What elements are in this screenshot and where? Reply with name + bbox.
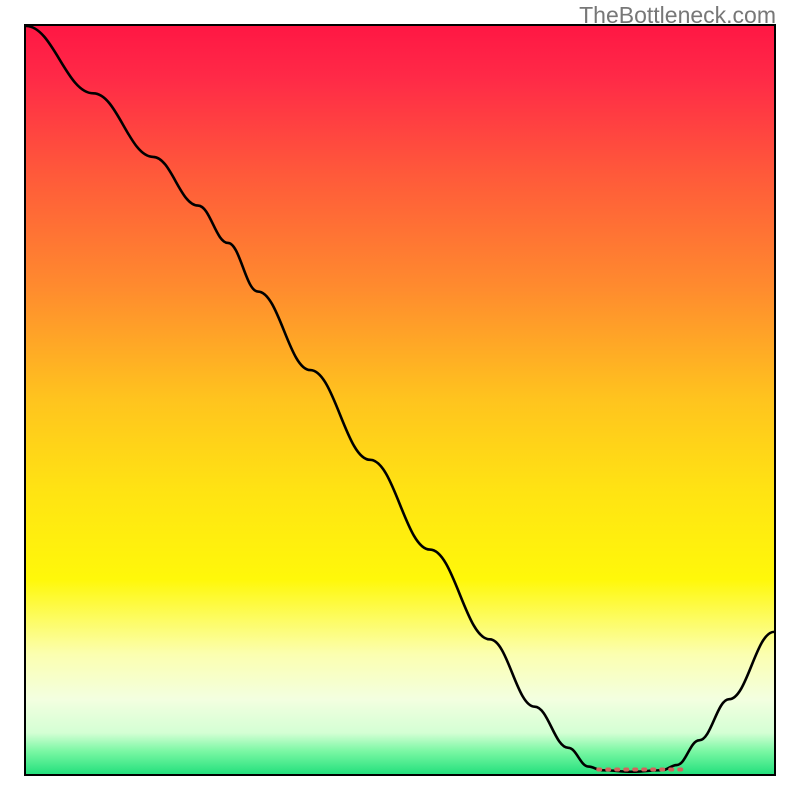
- gradient-background: [26, 26, 774, 774]
- watermark-text: TheBottleneck.com: [579, 2, 776, 29]
- plot-svg: [0, 0, 800, 800]
- bottleneck-chart: TheBottleneck.com: [0, 0, 800, 800]
